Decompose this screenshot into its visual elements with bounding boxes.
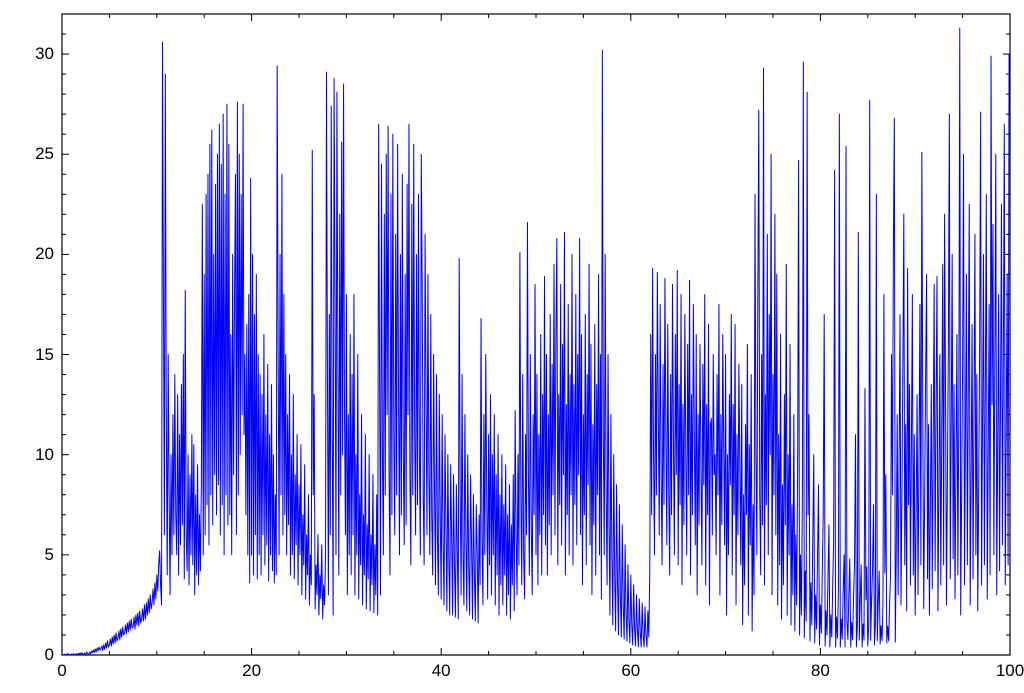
ytick-label: 15 bbox=[14, 345, 54, 365]
ytick-label: 5 bbox=[14, 545, 54, 565]
ytick-label: 30 bbox=[14, 44, 54, 64]
xtick-label: 80 bbox=[800, 661, 840, 681]
xtick-label: 100 bbox=[990, 661, 1024, 681]
xtick-label: 60 bbox=[611, 661, 651, 681]
ytick-label: 10 bbox=[14, 445, 54, 465]
chart-svg bbox=[0, 0, 1024, 693]
xtick-label: 0 bbox=[42, 661, 82, 681]
ytick-label: 25 bbox=[14, 144, 54, 164]
xtick-label: 20 bbox=[232, 661, 272, 681]
line-chart: 051015202530020406080100 bbox=[0, 0, 1024, 693]
xtick-label: 40 bbox=[421, 661, 461, 681]
ytick-label: 20 bbox=[14, 244, 54, 264]
